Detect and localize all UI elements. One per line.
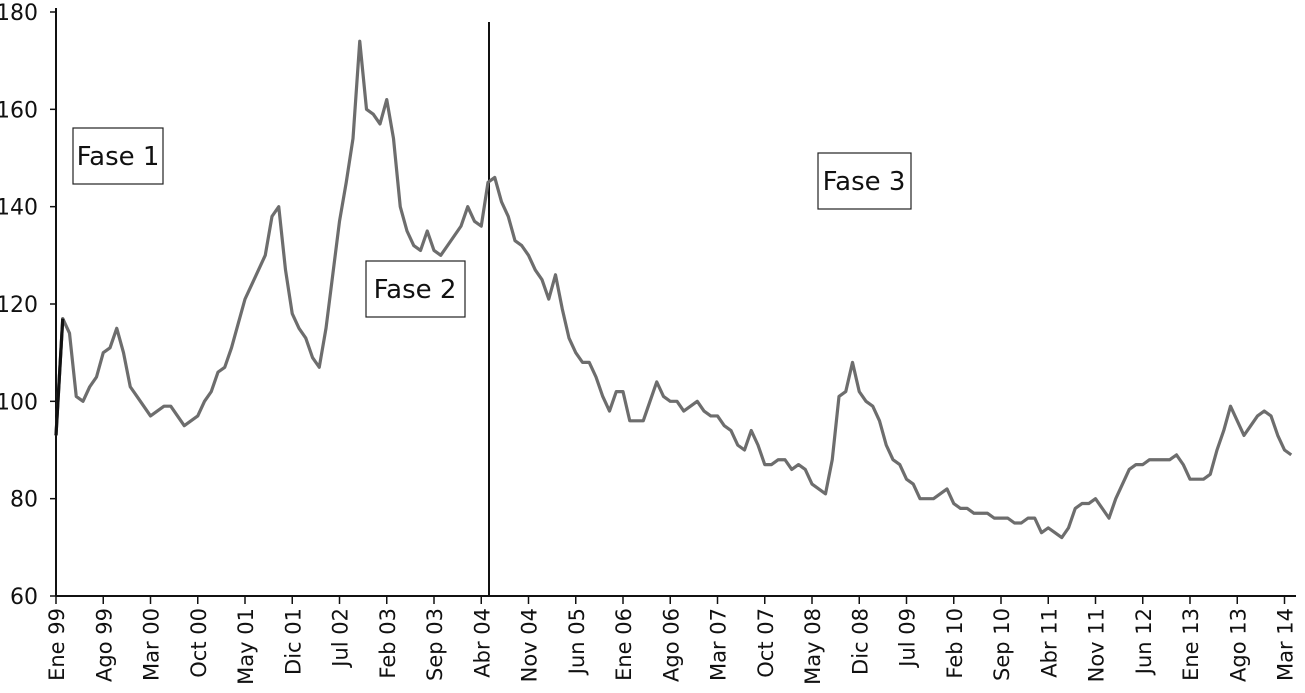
series-first-segment <box>54 318 65 436</box>
x-tick-label: Abr 11 <box>1037 608 1061 678</box>
x-tick-label: Mar 14 <box>1274 608 1298 681</box>
annotation-fase-2: Fase 2 <box>365 260 466 318</box>
x-tick-label: Oct 07 <box>754 608 778 678</box>
y-tick-label: 180 <box>0 1 38 26</box>
x-tick-label: Ago 13 <box>1226 608 1250 682</box>
x-tick-label: Jun 12 <box>1132 608 1156 676</box>
annotation-fase-2-label: Fase 2 <box>374 275 457 305</box>
x-tick-label: Ago 99 <box>92 608 116 682</box>
annotation-fase-1-label: Fase 1 <box>77 142 160 172</box>
x-tick-label: Sep 03 <box>423 608 447 681</box>
x-tick-label: Jul 09 <box>896 608 920 669</box>
x-tick-label: May 01 <box>234 608 258 685</box>
y-tick-label: 160 <box>0 98 38 123</box>
annotation-fase-3-box <box>817 152 912 210</box>
x-tick-label: Feb 03 <box>376 608 400 679</box>
y-tick-label: 140 <box>0 196 38 221</box>
x-tick-label: Nov 04 <box>518 608 542 682</box>
x-tick-label: Dic 01 <box>281 608 305 675</box>
x-tick-label: May 08 <box>801 608 825 685</box>
x-tick-label: Jul 02 <box>329 608 353 669</box>
x-tick-label: Abr 04 <box>470 608 494 678</box>
annotation-fase-1: Fase 1 <box>72 127 164 185</box>
annotation-fase-3-label: Fase 3 <box>823 167 906 197</box>
x-axis: Ene 99 Ago 99 Mar 00 Oct 00 May 01 Dic 01 Jul … <box>45 595 1298 685</box>
x-tick-label: Sep 10 <box>990 608 1014 681</box>
y-tick-label: 120 <box>0 293 38 318</box>
x-tick-label: Ago 06 <box>659 608 683 682</box>
y-tick-label: 100 <box>0 390 38 415</box>
y-tick-label: 80 <box>10 488 38 513</box>
x-tick-label: Mar 07 <box>707 608 731 681</box>
x-tick-label: Mar 00 <box>140 608 164 681</box>
x-tick-label: Oct 00 <box>187 608 211 678</box>
annotation-fase-1-box <box>72 127 164 185</box>
annotation-fase-2-box <box>365 260 466 318</box>
x-tick-label: Dic 08 <box>848 608 872 675</box>
annotation-fase-3: Fase 3 <box>817 152 912 210</box>
series-line <box>54 39 1293 540</box>
series-group <box>54 39 1293 540</box>
y-axis: 60 80 100 120 140 160 180 <box>0 1 57 610</box>
x-tick-label: Nov 11 <box>1085 608 1109 682</box>
x-tick-label: Feb 10 <box>943 608 967 679</box>
y-tick-label: 60 <box>10 585 38 610</box>
x-tick-label: Jun 05 <box>565 608 589 676</box>
x-tick-label: Ene 06 <box>612 608 636 681</box>
x-tick-label: Ene 99 <box>45 608 69 681</box>
x-tick-label: Ene 13 <box>1179 608 1203 681</box>
